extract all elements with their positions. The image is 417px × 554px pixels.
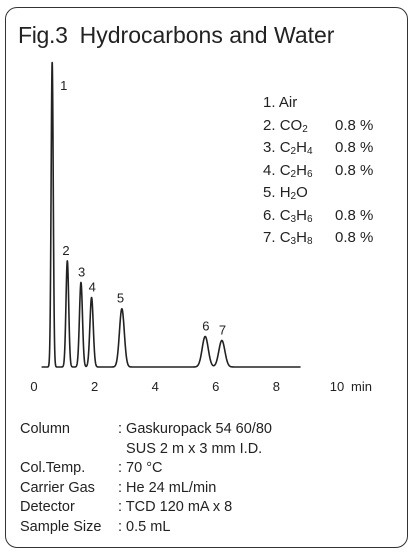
- peak-legend: 1. Air 2. CO2 0.8 % 3. C2H4 0.8 % 4. C2H6 0.8 …: [263, 92, 373, 250]
- condition-value: : 0.5 mL: [118, 518, 171, 535]
- legend-item: 4. C2H6 0.8 %: [263, 160, 373, 183]
- peak-label-7: 7: [219, 322, 226, 337]
- condition-key: Detector: [20, 499, 75, 516]
- figure-frame: [5, 7, 408, 548]
- x-tick-label: 6: [212, 379, 219, 394]
- x-tick-label: 4: [152, 379, 159, 394]
- peak-label-5: 5: [117, 291, 124, 306]
- legend-compound: 7. C3H8: [263, 229, 313, 247]
- legend-concentration: 0.8 %: [335, 116, 374, 134]
- peak-label-6: 6: [202, 319, 209, 334]
- condition-value: : 70 °C: [118, 460, 163, 477]
- condition-value: SUS 2 m x 3 mm I.D.: [118, 440, 263, 457]
- condition-value: : TCD 120 mA x 8: [118, 499, 233, 516]
- figure-title-text: Hydrocarbons and Water: [79, 22, 335, 48]
- legend-item: 3. C2H4 0.8 %: [263, 137, 373, 160]
- legend-item: 5. H2O: [263, 182, 373, 205]
- x-tick-label: 10: [330, 379, 344, 394]
- legend-item: 1. Air: [263, 92, 373, 115]
- legend-compound: 1. Air: [263, 94, 298, 111]
- figure-title: Fig.3 Hydrocarbons and Water: [18, 22, 334, 49]
- legend-item: 6. C3H6 0.8 %: [263, 205, 373, 228]
- legend-concentration: 0.8 %: [335, 139, 374, 156]
- legend-concentration: 0.8 %: [335, 206, 374, 224]
- legend-compound: 6. C3H6: [263, 206, 313, 225]
- figure-number: Fig.3: [18, 22, 68, 48]
- legend-compound: 2. CO2: [263, 116, 308, 135]
- x-axis-unit: min: [351, 379, 372, 394]
- legend-concentration: 0.8 %: [335, 161, 374, 179]
- peak-label-2: 2: [62, 243, 69, 258]
- legend-compound: 5. H2O: [263, 184, 308, 202]
- peak-label-4: 4: [89, 279, 96, 294]
- legend-compound: 4. C2H6: [263, 161, 313, 180]
- condition-key: Column: [20, 421, 70, 437]
- condition-key: Col.Temp.: [20, 460, 86, 477]
- x-tick-label: 2: [91, 379, 98, 394]
- x-tick-label: 0: [30, 379, 37, 394]
- legend-item: 2. CO2 0.8 %: [263, 115, 373, 138]
- peak-label-1: 1: [60, 78, 67, 93]
- condition-value: : Gaskuropack 54 60/80: [118, 421, 272, 437]
- condition-value: : He 24 mL/min: [118, 479, 217, 496]
- x-tick-label: 8: [273, 379, 280, 394]
- condition-key: Carrier Gas: [20, 479, 95, 496]
- condition-key: Sample Size: [20, 518, 102, 535]
- chromatogram-trace: [40, 61, 302, 368]
- peak-label-3: 3: [78, 265, 85, 280]
- legend-compound: 3. C2H4: [263, 139, 313, 157]
- legend-concentration: 0.8 %: [335, 229, 374, 246]
- legend-item: 7. C3H8 0.8 %: [263, 227, 373, 250]
